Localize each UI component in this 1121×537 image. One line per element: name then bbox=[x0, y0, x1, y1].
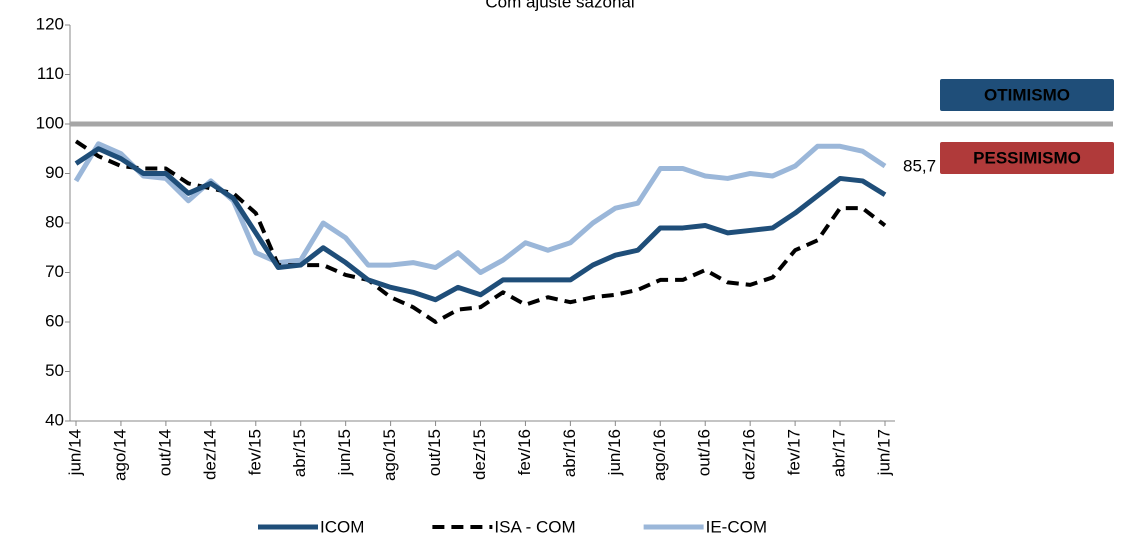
y-tick-label: 80 bbox=[45, 212, 64, 231]
x-tick-label: abr/15 bbox=[290, 429, 309, 477]
x-tick-label: out/15 bbox=[425, 429, 444, 476]
y-tick-label: 70 bbox=[45, 262, 64, 281]
data-label: 85,7 bbox=[903, 156, 936, 175]
x-tick-label: dez/15 bbox=[470, 429, 489, 480]
zone-box bbox=[940, 142, 1114, 174]
x-tick-label: jun/16 bbox=[605, 429, 624, 476]
x-tick-label: fev/16 bbox=[515, 429, 534, 475]
zone-box bbox=[940, 79, 1114, 111]
x-tick-label: dez/16 bbox=[740, 429, 759, 480]
legend-label: ICOM bbox=[320, 517, 364, 536]
y-tick-label: 110 bbox=[37, 64, 64, 83]
chart-subtitle: Com ajuste sazonal bbox=[485, 0, 634, 11]
x-tick-label: ago/14 bbox=[110, 429, 129, 481]
series-line bbox=[74, 139, 887, 324]
x-tick-label: out/14 bbox=[155, 429, 174, 476]
zone-label: PESSIMISMO bbox=[973, 148, 1081, 167]
x-tick-label: jun/14 bbox=[65, 429, 84, 476]
y-tick-label: 60 bbox=[45, 311, 64, 330]
legend-label: IE-COM bbox=[706, 517, 767, 536]
series-line bbox=[74, 146, 887, 303]
x-tick-label: fev/15 bbox=[245, 429, 264, 475]
x-tick-label: abr/17 bbox=[830, 429, 849, 477]
x-tick-label: out/16 bbox=[695, 429, 714, 476]
y-tick-label: 90 bbox=[45, 163, 64, 182]
zone-label: OTIMISMO bbox=[984, 85, 1070, 104]
x-tick-label: jun/17 bbox=[874, 429, 893, 476]
series-line bbox=[73, 141, 887, 275]
y-tick-label: 100 bbox=[36, 113, 64, 132]
legend-label: ISA - COM bbox=[494, 517, 575, 536]
x-tick-label: fev/17 bbox=[785, 429, 804, 475]
x-tick-label: ago/16 bbox=[650, 429, 669, 481]
x-tick-label: jun/15 bbox=[335, 429, 354, 476]
x-tick-label: abr/16 bbox=[560, 429, 579, 477]
x-tick-label: dez/14 bbox=[200, 429, 219, 480]
y-tick-label: 120 bbox=[36, 14, 64, 33]
y-tick-label: 40 bbox=[45, 410, 64, 429]
x-tick-label: ago/15 bbox=[380, 429, 399, 481]
y-tick-label: 50 bbox=[45, 361, 64, 380]
